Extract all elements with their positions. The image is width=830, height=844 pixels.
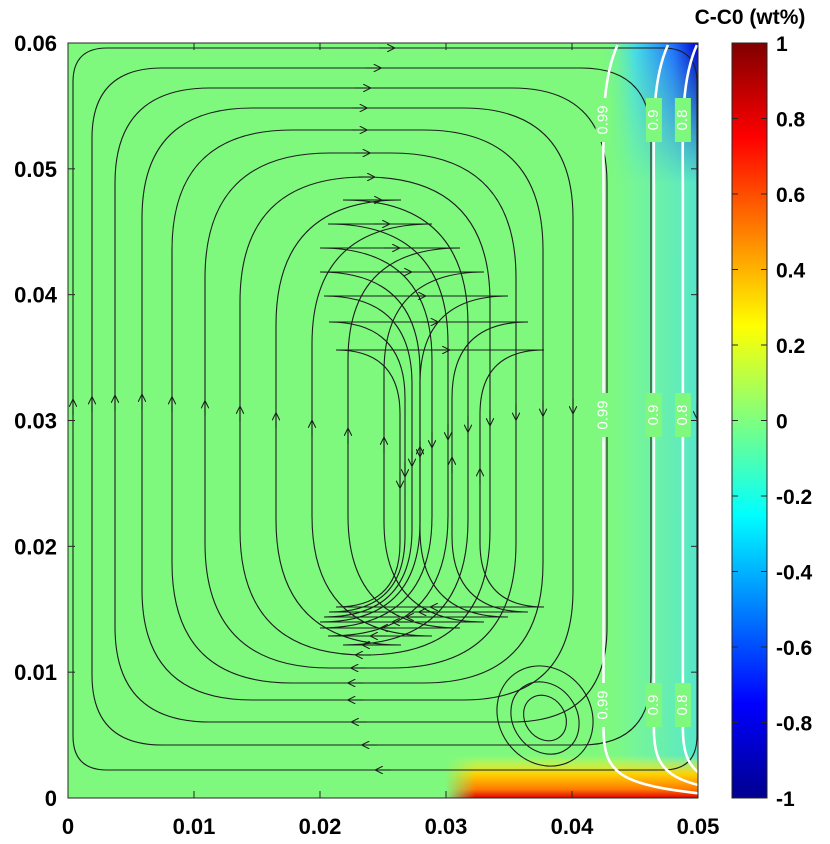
secondary-vortex-streamline <box>510 681 580 755</box>
y-tick-label: 0.04 <box>14 283 58 308</box>
y-tick-label: 0.01 <box>14 660 57 685</box>
contour-label-gap <box>645 98 662 142</box>
streamline <box>171 129 544 684</box>
colorbar-ticks: 1 0.8 0.6 0.4 0.2 0 -0.2 -0.4 -0.6 -0.8 -1 <box>732 33 813 811</box>
colorbar-tick-label: -1 <box>776 788 795 811</box>
contour-label-gap <box>645 683 662 727</box>
secondary-vortex-streamline <box>523 694 567 742</box>
streamline <box>323 295 509 618</box>
contour-label: 0.9 <box>645 405 662 426</box>
x-tick-label: 0.04 <box>551 814 595 839</box>
contour-label: 0.9 <box>645 110 662 131</box>
contour-label: 0.99 <box>594 105 611 134</box>
contour-0.9 <box>652 44 698 787</box>
streamline <box>72 47 698 771</box>
colorbar-tick-label: 0.2 <box>776 335 805 358</box>
contour-0.99 <box>602 44 698 795</box>
y-axis: 0 0.01 0.02 0.03 0.04 0.05 0.06 <box>14 31 698 811</box>
contour-label-gap <box>674 98 691 142</box>
contour-label: 0.8 <box>674 405 691 426</box>
contour-label-gap <box>674 683 691 727</box>
contour-label: 0.9 <box>645 695 662 716</box>
streamline <box>141 107 574 701</box>
enriched-floor-layer <box>445 755 698 798</box>
contour-labels: 0.99 0.99 0.99 0.9 0.9 0.9 0.8 0.8 0.8 <box>594 98 691 727</box>
colorbar-tick-label: 0.6 <box>776 184 805 207</box>
y-tick-label: 0.02 <box>14 534 57 559</box>
contour-lines <box>602 44 698 795</box>
streamline <box>204 152 517 669</box>
x-tick-label: 0.01 <box>173 814 216 839</box>
contour-label: 0.99 <box>594 400 611 429</box>
y-tick-label: 0 <box>45 786 57 811</box>
streamline <box>328 321 529 613</box>
streamline <box>91 67 652 746</box>
colorbar-tick-label: -0.4 <box>776 562 813 585</box>
contour-label: 0.99 <box>594 690 611 719</box>
plot-area <box>68 43 698 798</box>
contour-label: 0.8 <box>674 695 691 716</box>
contour-label-gap <box>645 393 662 437</box>
x-tick-label: 0 <box>62 814 74 839</box>
contour-label-gap <box>595 98 612 142</box>
x-axis: 0 0.01 0.02 0.03 0.04 0.05 <box>62 43 720 839</box>
y-tick-label: 0.06 <box>14 31 57 56</box>
colorbar-tick-label: 0.8 <box>776 109 806 132</box>
streamline <box>275 199 469 646</box>
colorbar-tick-label: -0.6 <box>776 637 812 660</box>
contour-label-gap <box>595 393 612 437</box>
x-tick-label: 0.05 <box>677 814 720 839</box>
y-tick-label: 0.03 <box>14 409 57 434</box>
streamline <box>311 223 449 637</box>
streamlines <box>73 48 697 785</box>
y-tick-label: 0.05 <box>14 157 57 182</box>
colorbar-tick-label: 0 <box>776 411 788 434</box>
contour-label-gap <box>674 393 691 437</box>
colorbar: C-C0 (wt%) 1 0.8 0.6 0.4 0.2 0 -0.2 -0.4 -0.6 -0.… <box>695 6 813 811</box>
contour-0.8 <box>681 44 698 774</box>
x-tick-label: 0.03 <box>425 814 468 839</box>
colorbar-tick-label: 1 <box>776 33 788 56</box>
contour-label: 0.8 <box>674 110 691 131</box>
x-tick-label: 0.02 <box>299 814 342 839</box>
colorbar-tick-label: -0.2 <box>776 486 812 509</box>
secondary-vortex-streamline <box>496 665 594 767</box>
colorbar-title: C-C0 (wt%) <box>695 6 806 29</box>
colorbar-tick-label: 0.4 <box>776 260 806 283</box>
streamline <box>335 349 545 608</box>
streamline <box>319 271 485 623</box>
colorbar-tick-label: -0.8 <box>776 713 813 736</box>
contour-label-gap <box>595 683 612 727</box>
